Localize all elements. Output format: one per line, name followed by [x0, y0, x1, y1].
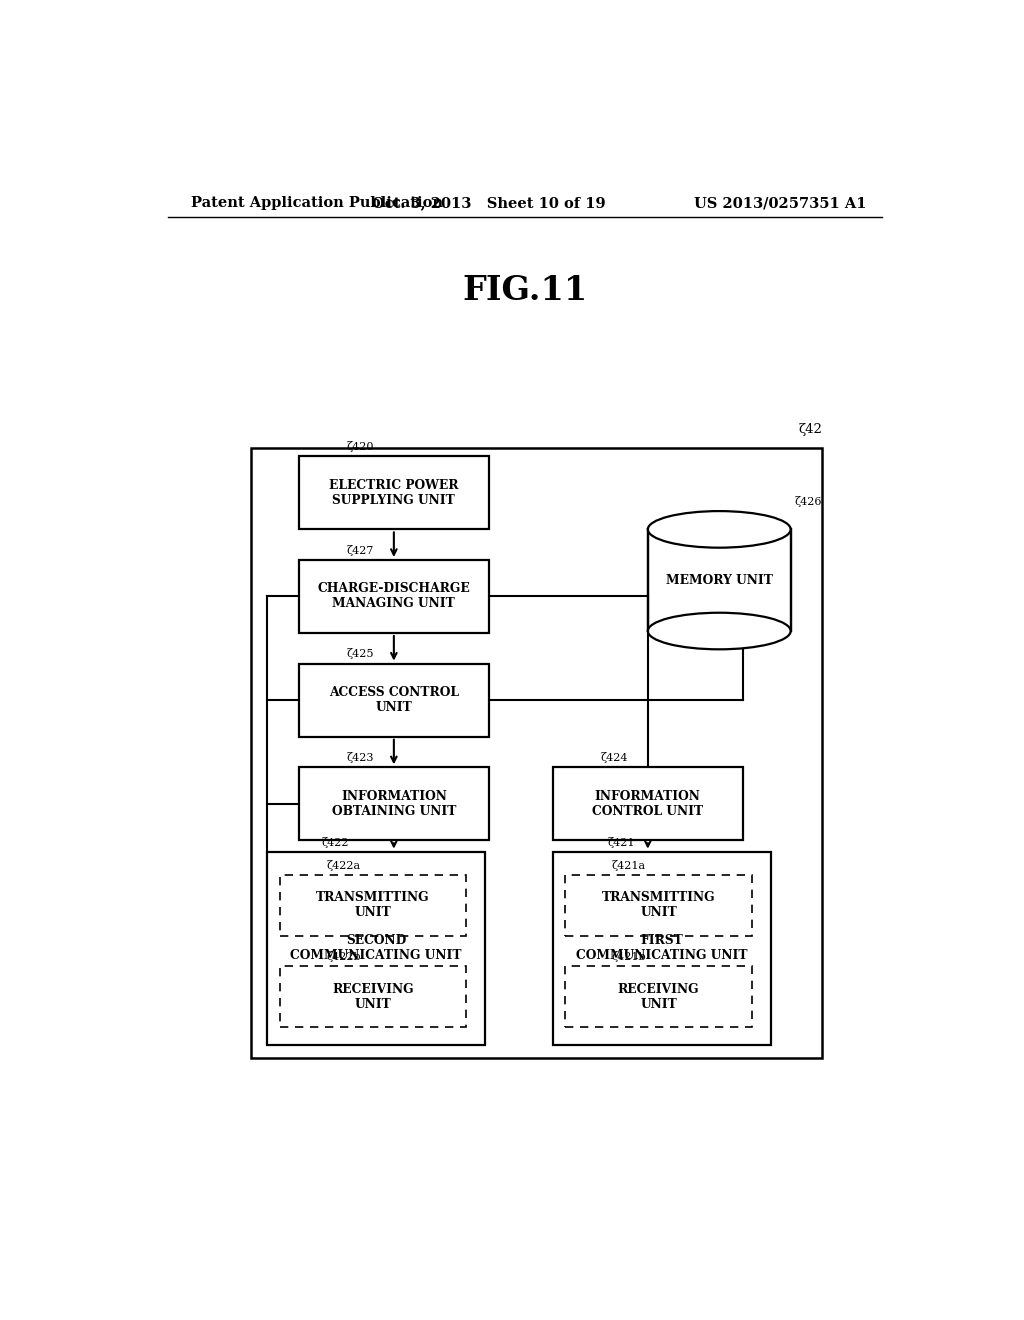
Text: ζ422a: ζ422a — [327, 859, 360, 871]
Bar — [553, 851, 771, 1044]
Text: ζ422b: ζ422b — [327, 952, 360, 962]
Text: INFORMATION
OBTAINING UNIT: INFORMATION OBTAINING UNIT — [332, 789, 456, 818]
Bar — [299, 457, 489, 529]
Text: RECEIVING
UNIT: RECEIVING UNIT — [332, 983, 414, 1011]
Text: ζ426: ζ426 — [795, 496, 822, 507]
Bar — [648, 529, 791, 631]
Text: ACCESS CONTROL
UNIT: ACCESS CONTROL UNIT — [329, 686, 459, 714]
Text: INFORMATION
CONTROL UNIT: INFORMATION CONTROL UNIT — [592, 789, 703, 818]
Text: ζ42: ζ42 — [799, 422, 822, 436]
Bar — [280, 875, 466, 936]
Text: FIG.11: FIG.11 — [462, 275, 588, 308]
Text: Oct. 3, 2013   Sheet 10 of 19: Oct. 3, 2013 Sheet 10 of 19 — [373, 197, 606, 210]
Text: ELECTRIC POWER
SUPPLYING UNIT: ELECTRIC POWER SUPPLYING UNIT — [329, 479, 459, 507]
Ellipse shape — [648, 612, 791, 649]
Text: SECOND
COMMUNICATING UNIT: SECOND COMMUNICATING UNIT — [290, 935, 462, 962]
Text: ζ421b: ζ421b — [612, 952, 646, 962]
Text: ζ420: ζ420 — [346, 441, 374, 453]
Bar — [553, 767, 743, 841]
Text: ζ421: ζ421 — [607, 837, 635, 847]
Text: RECEIVING
UNIT: RECEIVING UNIT — [617, 983, 699, 1011]
Text: ζ421a: ζ421a — [612, 859, 646, 871]
Text: Patent Application Publication: Patent Application Publication — [191, 197, 443, 210]
Text: CHARGE-DISCHARGE
MANAGING UNIT: CHARGE-DISCHARGE MANAGING UNIT — [317, 582, 470, 610]
Text: TRANSMITTING
UNIT: TRANSMITTING UNIT — [316, 891, 430, 920]
Text: ζ424: ζ424 — [600, 752, 628, 763]
Bar — [280, 966, 466, 1027]
Text: TRANSMITTING
UNIT: TRANSMITTING UNIT — [602, 891, 716, 920]
Bar — [565, 966, 752, 1027]
Bar — [267, 851, 485, 1044]
Bar — [299, 664, 489, 737]
Bar — [299, 560, 489, 634]
Bar — [299, 767, 489, 841]
Bar — [565, 875, 752, 936]
Text: ζ422: ζ422 — [322, 837, 349, 847]
Text: ζ423: ζ423 — [346, 752, 374, 763]
Text: US 2013/0257351 A1: US 2013/0257351 A1 — [693, 197, 866, 210]
Text: FIRST
COMMUNICATING UNIT: FIRST COMMUNICATING UNIT — [575, 935, 748, 962]
Text: MEMORY UNIT: MEMORY UNIT — [666, 574, 773, 586]
Text: ζ425: ζ425 — [346, 648, 374, 660]
Bar — [251, 447, 822, 1057]
Ellipse shape — [648, 511, 791, 548]
Text: ζ427: ζ427 — [346, 545, 374, 556]
